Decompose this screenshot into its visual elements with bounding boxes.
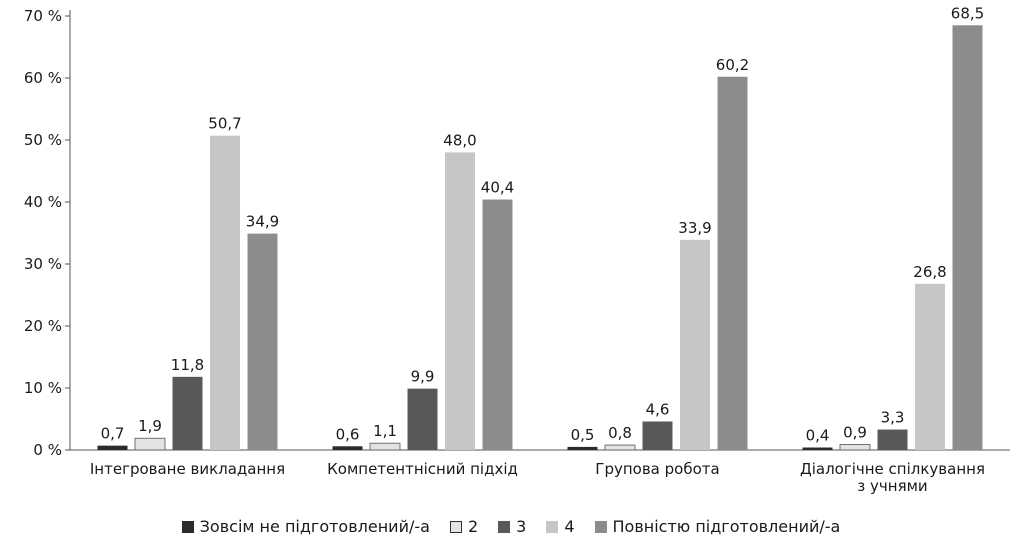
bar-value-label: 9,9 [411,368,435,386]
bar [134,437,166,451]
bar [915,283,945,450]
legend-item: 4 [546,517,575,536]
bar-value-label: 26,8 [913,263,946,281]
bar [247,233,278,450]
bar [802,447,833,450]
bar-value-label: 60,2 [716,56,749,74]
bar-value-label: 4,6 [646,400,670,418]
legend-label: 2 [467,517,479,536]
bar [482,199,513,450]
y-tick-label: 30 % [24,255,62,273]
bar-value-label: 1,9 [138,417,162,435]
y-tick-label: 0 % [33,441,62,459]
bar-value-label: 50,7 [208,115,241,133]
legend-item: 2 [449,517,479,536]
bar-value-label: 1,1 [373,422,397,440]
bar-value-label: 0,5 [571,426,595,444]
labels: 0,7 1,9 11,8 50,7 34,9 Інтегроване викладання… [90,4,985,495]
y-tick-label: 50 % [24,131,62,149]
bar [680,239,710,450]
category-label: Групова робота [595,460,719,478]
legend-label: Зовсім не підготовлений/-а [199,517,430,536]
bar-value-label: 11,8 [171,356,204,374]
axes: 0 % 10 % 20 % 30 % 40 % 50 % 60 % 70 % [24,7,1010,459]
legend-item: Зовсім не підготовлений/-а [181,517,430,536]
bar [407,388,438,450]
y-tick-label: 40 % [24,193,62,211]
bar [952,25,983,451]
bar [210,135,240,450]
bar [604,444,636,451]
legend-label: Повністю підготовлений/-а [612,517,841,536]
bar-value-label: 0,6 [336,425,360,443]
y-tick-label: 20 % [24,317,62,335]
bar-value-label: 68,5 [951,4,984,22]
bar [877,429,908,450]
bar [97,445,128,450]
legend-label: 3 [516,517,527,536]
bars [97,25,983,451]
bar-value-label: 34,9 [246,213,279,231]
bar-value-label: 0,8 [608,424,632,442]
legend-swatch [181,520,194,533]
category-label: Діалогічне спілкування [800,460,985,478]
y-tick-label: 10 % [24,379,62,397]
bar-value-label: 0,9 [843,423,867,441]
bar-value-label: 0,4 [806,427,830,445]
legend: Зовсім не підготовлений/-а 2 3 4 Повністю пі… [0,517,1022,536]
bar [172,376,203,450]
bar-value-label: 48,0 [443,131,476,149]
legend-swatch [498,520,511,533]
legend-label: 4 [564,517,575,536]
bar [642,421,673,450]
bar-chart: 0 % 10 % 20 % 30 % 40 % 50 % 60 % 70 % 0,7 1,9 11… [24,4,1010,495]
y-tick-label: 70 % [24,7,62,25]
legend-swatch [546,520,559,533]
bar [445,152,475,450]
category-label: Інтегроване викладання [90,460,285,478]
category-label: Компетентнісний підхід [327,460,518,478]
bar [717,76,748,450]
legend-item: Повністю підготовлений/-а [594,517,841,536]
bar [369,442,401,451]
bar-value-label: 40,4 [481,179,514,197]
legend-swatch [594,520,607,533]
bar [332,446,363,450]
y-tick-label: 60 % [24,69,62,87]
legend-item: 3 [498,517,526,536]
bar-value-label: 33,9 [678,219,711,237]
legend-swatch [449,520,462,533]
bar-value-label: 0,7 [101,425,125,443]
bar-value-label: 3,3 [881,409,905,427]
category-label: з учнями [857,477,927,495]
bar [839,444,871,451]
bar [567,446,598,450]
